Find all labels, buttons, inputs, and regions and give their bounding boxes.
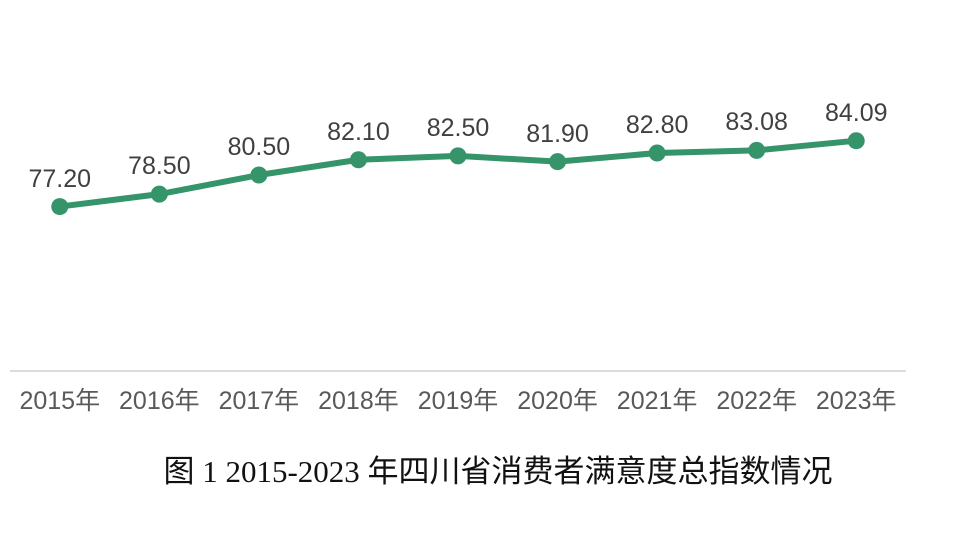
data-label: 83.08 bbox=[725, 108, 788, 137]
data-label: 77.20 bbox=[28, 164, 92, 193]
data-point-marker bbox=[51, 198, 69, 216]
data-label: 84.09 bbox=[824, 98, 888, 127]
x-axis-tick-label: 2016年 bbox=[119, 387, 200, 415]
x-axis-tick-label: 2021年 bbox=[616, 387, 698, 415]
data-point-marker bbox=[648, 144, 666, 162]
x-axis-line bbox=[10, 370, 906, 372]
data-point-marker bbox=[250, 166, 268, 184]
data-label: 81.90 bbox=[526, 119, 589, 148]
x-axis-tick-label: 2023年 bbox=[815, 387, 897, 415]
data-point-marker bbox=[449, 147, 467, 165]
data-label: 82.10 bbox=[327, 117, 390, 146]
x-axis-tick-label: 2019年 bbox=[417, 387, 499, 415]
data-label: 78.50 bbox=[128, 152, 191, 181]
x-axis-tick-label: 2015年 bbox=[19, 387, 101, 415]
data-point-marker bbox=[847, 132, 865, 150]
x-axis-tick-label: 2020年 bbox=[517, 387, 598, 415]
data-point-marker bbox=[349, 151, 367, 169]
data-label: 82.50 bbox=[426, 113, 490, 142]
data-point-marker bbox=[549, 153, 567, 171]
figure-caption: 图 1 2015-2023 年四川省消费者满意度总指数情况 bbox=[163, 454, 833, 489]
data-point-marker bbox=[150, 185, 168, 203]
x-axis-tick-label: 2018年 bbox=[318, 387, 399, 415]
data-label: 82.80 bbox=[625, 111, 689, 140]
data-point-marker bbox=[748, 141, 766, 159]
x-axis-tick-label: 2022年 bbox=[716, 387, 797, 415]
x-axis-tick-label: 2017年 bbox=[218, 387, 300, 415]
data-label: 80.50 bbox=[227, 133, 291, 162]
